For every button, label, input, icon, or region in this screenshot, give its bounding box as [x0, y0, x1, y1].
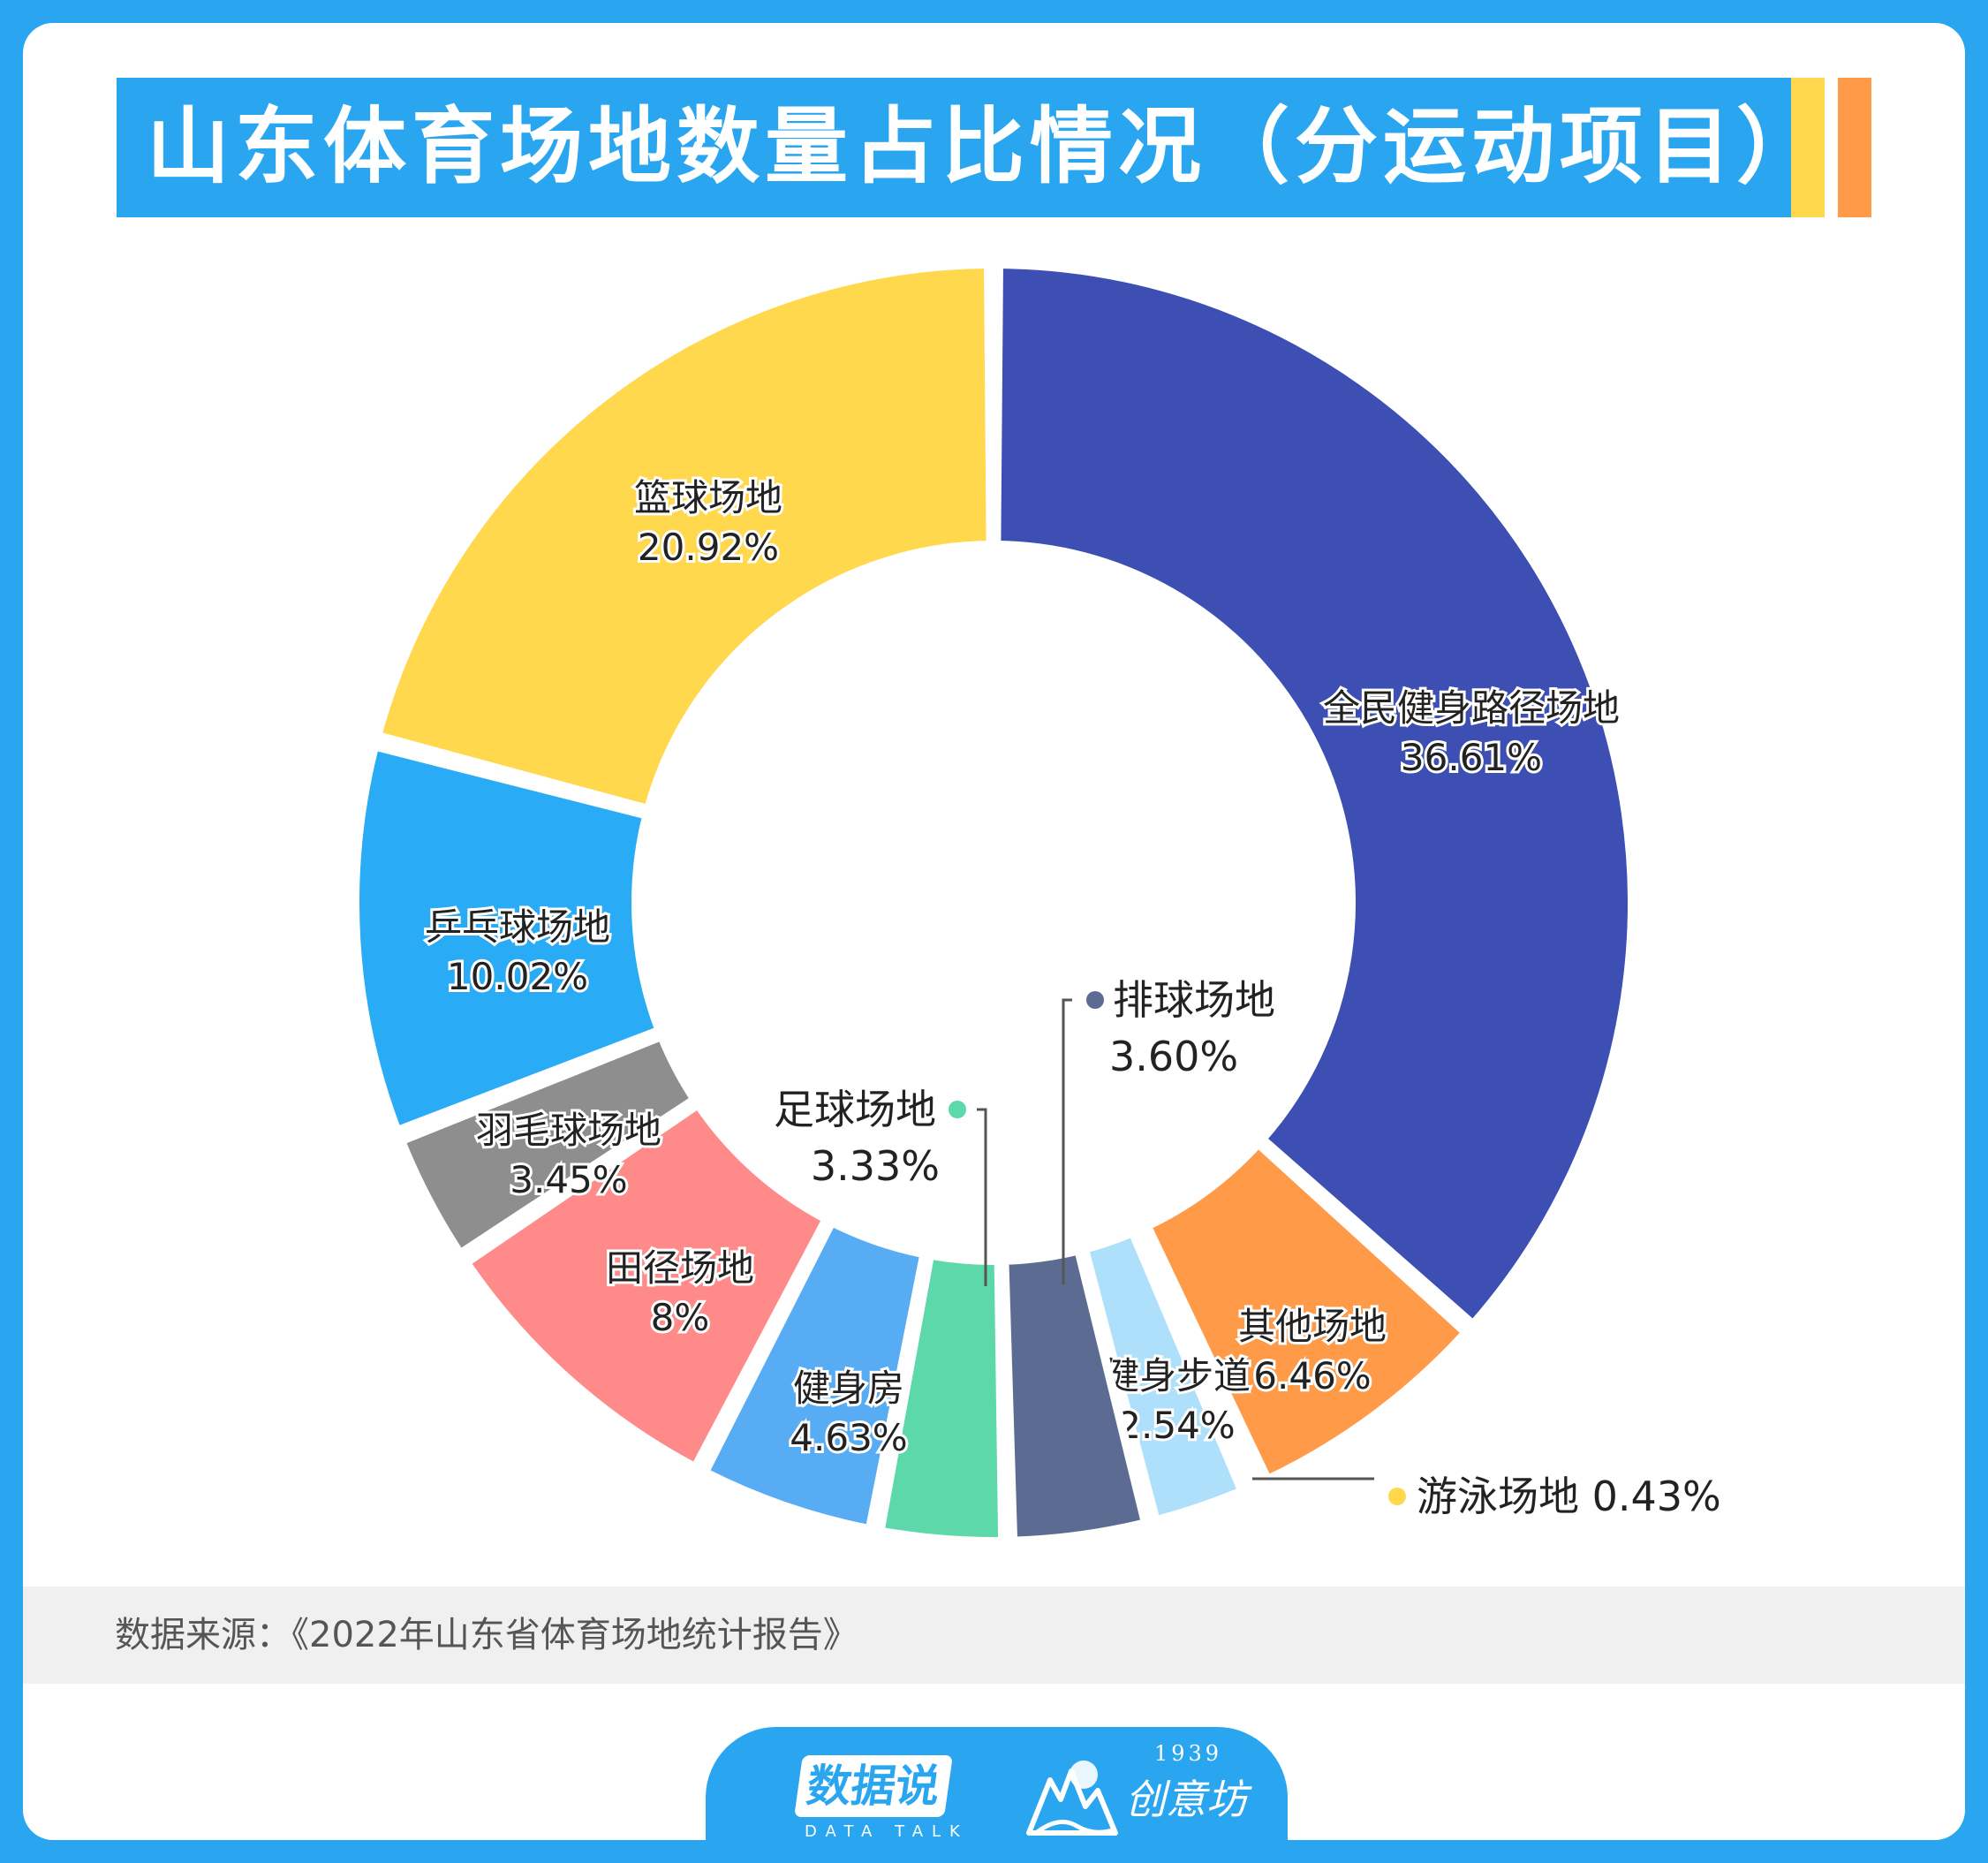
title-bar: 山东体育场地数量占比情况（分运动项目）	[117, 78, 1819, 217]
slice-label-全民健身路径场地: 全民健身路径场地	[1323, 686, 1620, 730]
slice-篮球场地	[373, 260, 995, 814]
slice-游泳场地	[1133, 1223, 1263, 1492]
slice-value-羽毛球场地: 3.45%	[510, 1158, 627, 1201]
source-bar: 数据来源：《2022年山东省体育场地统计报告》	[23, 1587, 1965, 1684]
slice-value-全民健身路径场地: 36.61%	[1401, 736, 1542, 779]
brand-logo-text: 数据说	[794, 1755, 953, 1817]
leader-dot-足球场地	[949, 1101, 966, 1118]
slice-label-篮球场地: 篮球场地	[634, 476, 782, 519]
slice-value-健身房: 4.63%	[790, 1416, 907, 1459]
slice-label-田径场地: 田径场地	[606, 1246, 754, 1290]
slice-健身步道	[1079, 1228, 1247, 1526]
slice-乒乓球场地	[351, 741, 664, 1136]
leader-line-排球场地	[1062, 998, 1072, 1284]
brand-subtitle: DATA TALK	[805, 1822, 969, 1840]
slice-田径场地	[461, 1100, 831, 1473]
slice-label-羽毛球场地: 羽毛球场地	[476, 1109, 661, 1152]
slice-健身房	[699, 1217, 929, 1534]
callout-value-足球场地: 3.33%	[811, 1142, 940, 1190]
brand-footer: 数据说 DATA TALK 1939 创意坊	[706, 1727, 1288, 1840]
leader-dot-游泳场地	[1388, 1488, 1406, 1505]
slice-label-健身步道: 健身步道	[1102, 1354, 1251, 1397]
slice-label-健身房: 健身房	[793, 1367, 904, 1410]
slice-value-田径场地: 8%	[651, 1296, 710, 1339]
callout-value-排球场地: 3.60%	[1109, 1033, 1238, 1080]
leader-dot-排球场地	[1086, 991, 1104, 1009]
title-decoration-yellow	[1791, 78, 1825, 217]
slice-羽毛球场地	[397, 1031, 699, 1259]
slice-value-篮球场地: 20.92%	[638, 526, 779, 569]
slice-全民健身路径场地	[992, 260, 1637, 1329]
slice-value-乒乓球场地: 10.02%	[447, 955, 588, 998]
source-note: 数据来源：《2022年山东省体育场地统计报告》	[115, 1615, 858, 1655]
slice-value-其他场地: 6.46%	[1253, 1354, 1371, 1397]
partner-name: 创意坊	[1125, 1776, 1247, 1823]
slice-label-乒乓球场地: 乒乓球场地	[425, 905, 610, 949]
title-decoration-orange	[1838, 78, 1871, 217]
callout-label-排球场地: 排球场地	[1113, 976, 1275, 1024]
mountain-wave-logo-icon	[1026, 1761, 1118, 1836]
slice-value-健身步道: 2.54%	[1117, 1404, 1235, 1447]
chart-title: 山东体育场地数量占比情况（分运动项目）	[147, 99, 1825, 195]
callout-label-游泳场地: 游泳场地 0.43%	[1417, 1473, 1721, 1520]
chart-card: 山东体育场地数量占比情况（分运动项目） 全民健身路径场地 36.61% 其他场地 6.…	[23, 23, 1965, 1840]
slice-label-其他场地: 其他场地	[1238, 1305, 1387, 1348]
partner-year: 1939	[1154, 1741, 1223, 1766]
leader-line-足球场地	[977, 1108, 987, 1286]
callout-label-足球场地: 足球场地	[774, 1086, 936, 1133]
donut-chart: 全民健身路径场地 36.61% 其他场地 6.46% 游泳场地 0.43% 健身步道 2.5…	[351, 260, 1721, 1546]
